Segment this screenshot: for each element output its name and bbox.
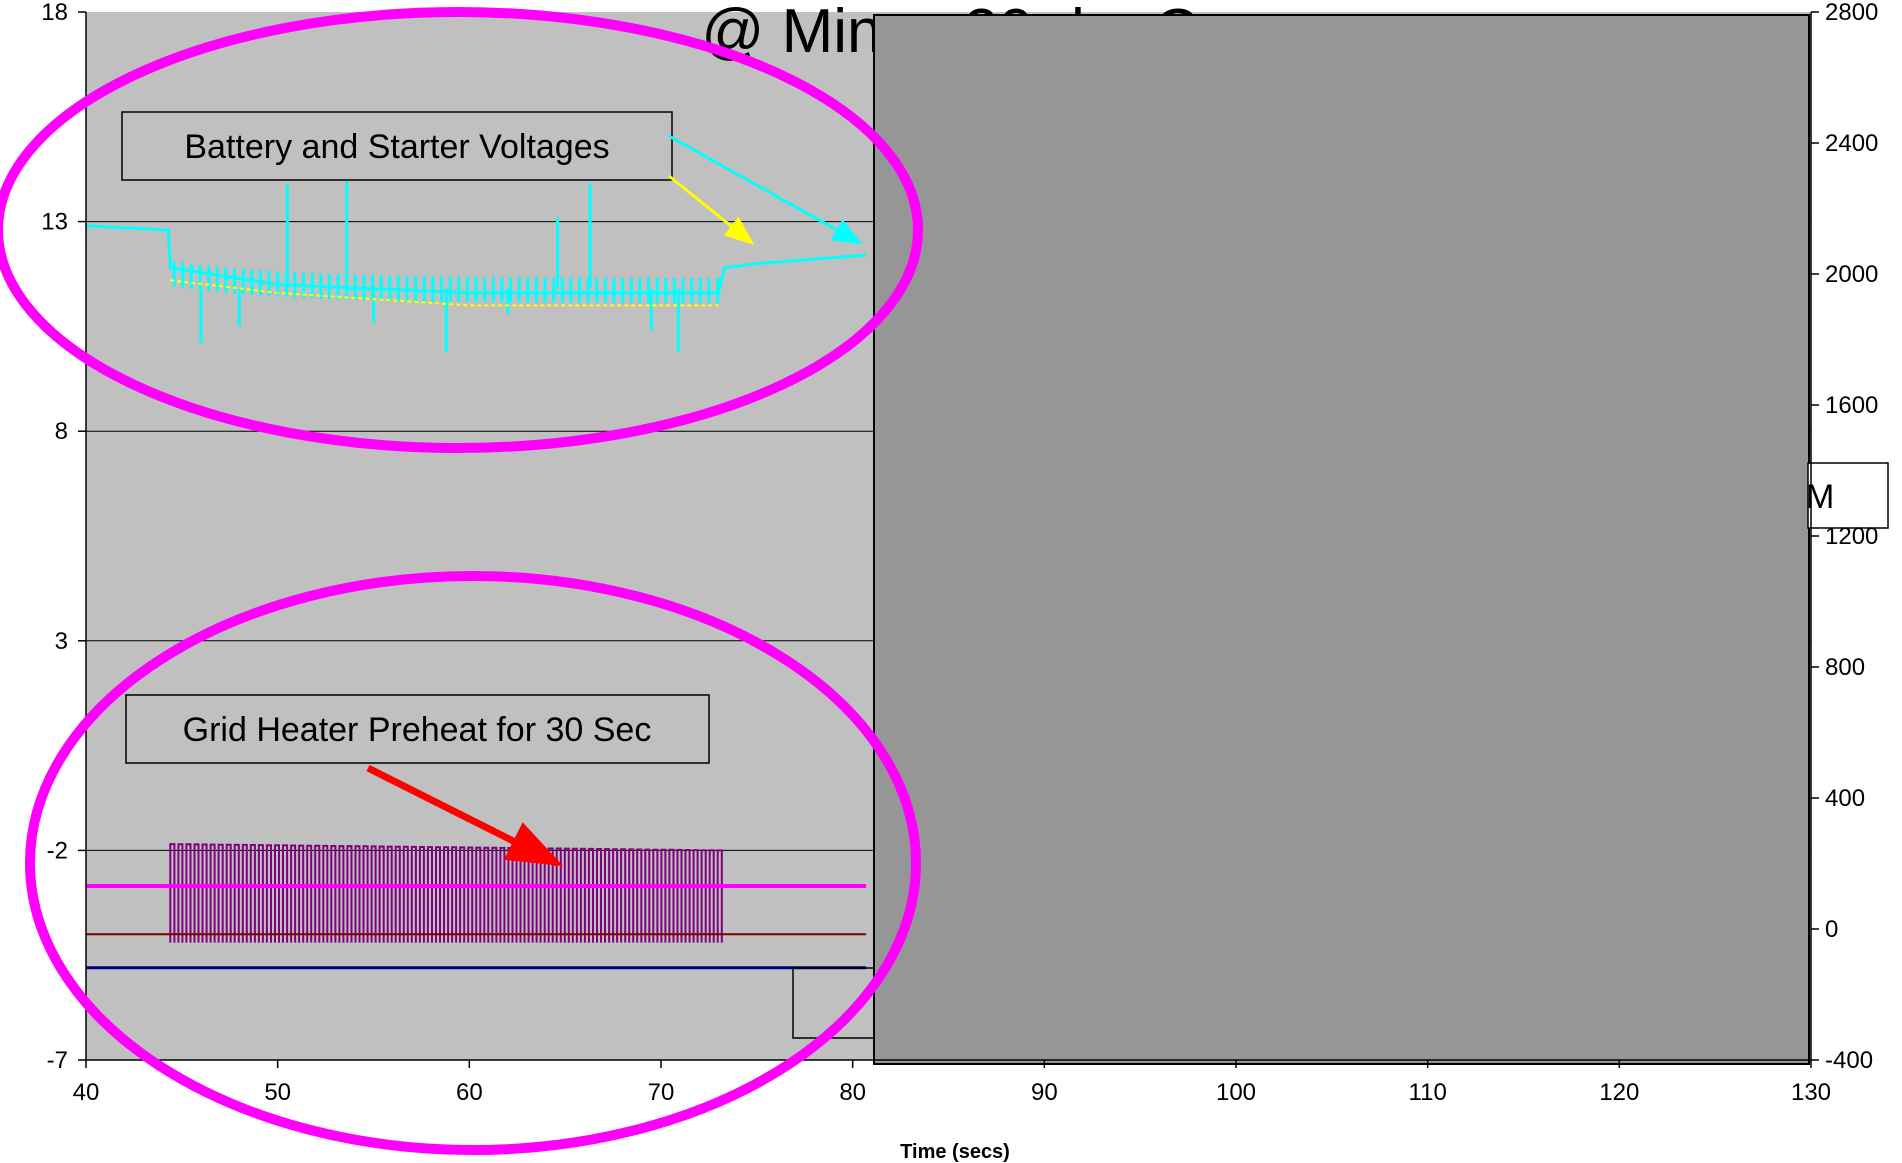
y2-tick-label-0: 2800 xyxy=(1825,0,1878,26)
x-axis-title: Time (secs) xyxy=(900,1141,1010,1163)
callout-battery-starter: Battery and Starter Voltages xyxy=(184,128,609,166)
x-tick-label-9: 130 xyxy=(1791,1079,1831,1106)
y-tick-label-1: 13 xyxy=(41,209,68,236)
y2-tick-label-8: -400 xyxy=(1825,1047,1873,1074)
y2-tick-label-6: 400 xyxy=(1825,785,1865,812)
callout-grid-heater: Grid Heater Preheat for 30 Sec xyxy=(183,711,652,749)
y-tick-label-4: -2 xyxy=(47,837,68,864)
x-tick-label-7: 110 xyxy=(1409,1079,1447,1106)
y-tick-label-0: 18 xyxy=(41,0,68,26)
x-tick-label-1: 50 xyxy=(264,1079,291,1106)
y2-tick-label-7: 0 xyxy=(1825,916,1838,943)
y2-tick-label-4: 1200 xyxy=(1825,523,1878,550)
x-tick-label-2: 60 xyxy=(456,1079,483,1106)
x-tick-label-4: 80 xyxy=(839,1079,866,1106)
y2-tick-label-1: 2400 xyxy=(1825,130,1878,157)
y-tick-label-3: 3 xyxy=(55,628,68,655)
y2-tick-label-3: 1600 xyxy=(1825,392,1878,419)
y2-tick-label-2: 2000 xyxy=(1825,261,1878,288)
x-tick-label-8: 120 xyxy=(1599,1079,1639,1106)
overlay-panel xyxy=(874,15,1809,1064)
y2-tick-label-5: 800 xyxy=(1825,654,1865,681)
x-tick-label-5: 90 xyxy=(1031,1079,1058,1106)
y-tick-label-2: 8 xyxy=(55,418,68,445)
x-tick-label-0: 40 xyxy=(73,1079,100,1106)
y-tick-label-5: -7 xyxy=(47,1047,68,1074)
x-tick-label-6: 100 xyxy=(1216,1079,1256,1106)
x-tick-label-3: 70 xyxy=(648,1079,675,1106)
rpm-label: M xyxy=(1806,478,1834,516)
